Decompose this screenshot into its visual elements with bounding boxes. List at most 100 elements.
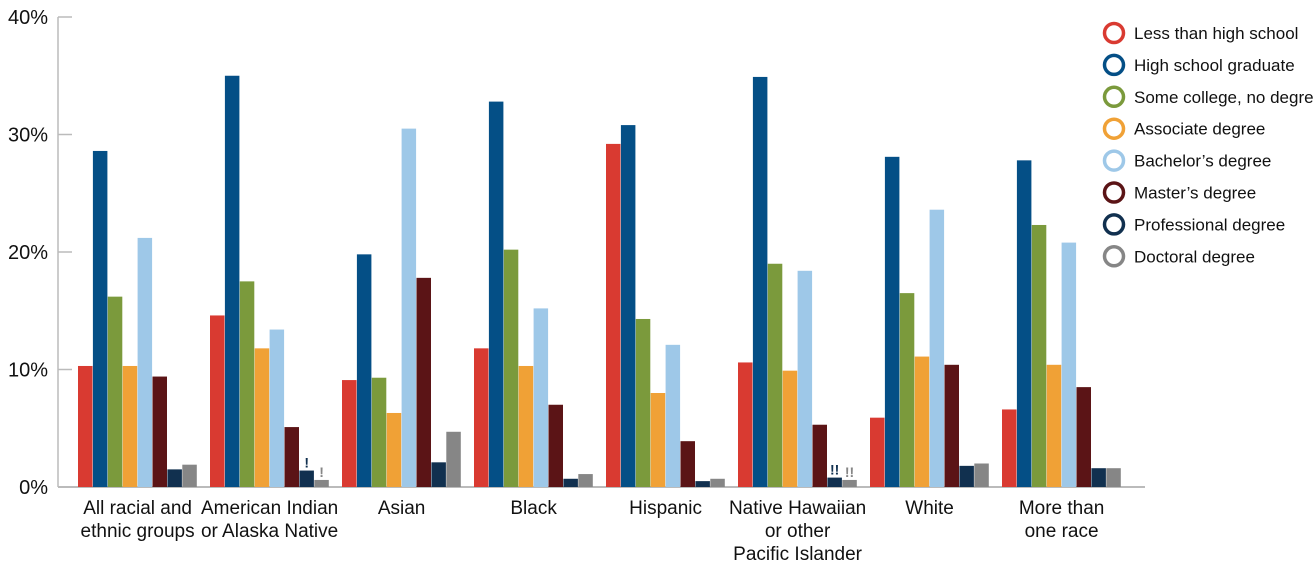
y-tick-label: 0% [19, 477, 48, 499]
legend-marker-icon [1102, 117, 1126, 140]
bar [92, 150, 108, 487]
bar [356, 254, 372, 487]
bar [812, 424, 827, 487]
bar [620, 125, 636, 487]
bar [224, 75, 240, 487]
data-flag-label: !! [830, 462, 839, 478]
bar [695, 481, 710, 487]
bar [1091, 468, 1106, 487]
bar [548, 404, 563, 487]
bar [518, 365, 534, 487]
bar [870, 417, 885, 487]
bar [474, 348, 489, 487]
bar [503, 249, 519, 487]
bar [606, 143, 621, 487]
legend-entry: Doctoral degree [1134, 247, 1255, 266]
x-tick-label: All racial and ethnic groups [81, 498, 195, 542]
legend-marker-icon [1102, 213, 1126, 236]
bar [884, 156, 900, 487]
bar [738, 362, 753, 487]
legend: Less than high school High school graduat… [1102, 21, 1313, 268]
bar [416, 277, 431, 487]
legend-entry: Master’s degree [1134, 184, 1256, 203]
bar [974, 463, 989, 487]
legend-marker-icon [1102, 53, 1126, 77]
bar [797, 270, 813, 487]
bar [446, 431, 461, 487]
legend-entry: Bachelor’s degree [1134, 152, 1271, 171]
bar [680, 441, 695, 487]
bar [959, 465, 974, 487]
x-tick-label: Black [510, 498, 557, 519]
bar [767, 263, 783, 487]
bar [944, 364, 959, 487]
legend-entry: Some college, no degree [1134, 88, 1313, 107]
legend-entry: Professional degree [1134, 215, 1285, 234]
data-flag-label: !! [845, 464, 854, 480]
bar [314, 479, 329, 487]
bar [107, 296, 123, 487]
bar [842, 479, 857, 487]
bar [284, 427, 299, 487]
legend-entry: Associate degree [1134, 120, 1265, 139]
bar [1046, 364, 1062, 487]
x-tick-label: More than one race [1019, 498, 1105, 542]
bar [1016, 160, 1032, 487]
bar [929, 209, 945, 487]
legend-marker-icon [1102, 85, 1126, 109]
legend-entry: Less than high school [1134, 24, 1298, 43]
legend-marker-icon [1102, 21, 1126, 45]
bar [899, 293, 915, 487]
bar [239, 281, 255, 487]
bar [1106, 468, 1121, 487]
bar [914, 356, 930, 487]
y-tick-label: 30% [8, 125, 48, 147]
bar [533, 308, 549, 487]
bar [578, 474, 593, 487]
bar [152, 376, 167, 487]
legend-entry: High school graduate [1134, 56, 1295, 75]
bar [782, 370, 798, 487]
y-tick-label: 10% [8, 360, 48, 382]
x-tick-label: Native Hawaiian or other Pacific Islander [729, 498, 866, 565]
bar [710, 478, 725, 487]
x-tick-label: Hispanic [629, 498, 702, 519]
bar [1002, 409, 1017, 487]
bar [299, 470, 314, 487]
bar [78, 365, 93, 487]
bar [488, 101, 504, 487]
x-tick-label: American Indian or Alaska Native [201, 498, 338, 542]
bar [1031, 224, 1047, 487]
bar [1076, 387, 1091, 487]
y-tick-label: 40% [8, 7, 48, 29]
bar [665, 344, 681, 487]
bar [342, 380, 357, 487]
x-tick-label: Asian [378, 498, 426, 519]
data-flag-label: ! [319, 464, 324, 480]
bar [752, 76, 768, 488]
bar [650, 393, 666, 487]
bar [401, 128, 417, 487]
bar [635, 318, 651, 487]
bar [386, 412, 402, 487]
bar [1061, 242, 1077, 487]
legend-marker-icon [1102, 245, 1126, 268]
y-tick-label: 20% [8, 242, 48, 264]
bars: !!!!!! [78, 75, 1121, 488]
bar [269, 329, 285, 487]
legend-marker-icon [1102, 181, 1126, 204]
bar [167, 469, 182, 487]
legend-marker-icon [1102, 149, 1126, 172]
data-flag-label: ! [304, 455, 309, 471]
bar [182, 464, 197, 487]
bar [254, 348, 270, 487]
bar [563, 478, 578, 487]
bar [210, 315, 225, 487]
bar [122, 365, 138, 487]
bar [431, 462, 446, 487]
bar [137, 237, 153, 487]
axes: 0% 10% 20% 30% 40% [8, 7, 1145, 499]
